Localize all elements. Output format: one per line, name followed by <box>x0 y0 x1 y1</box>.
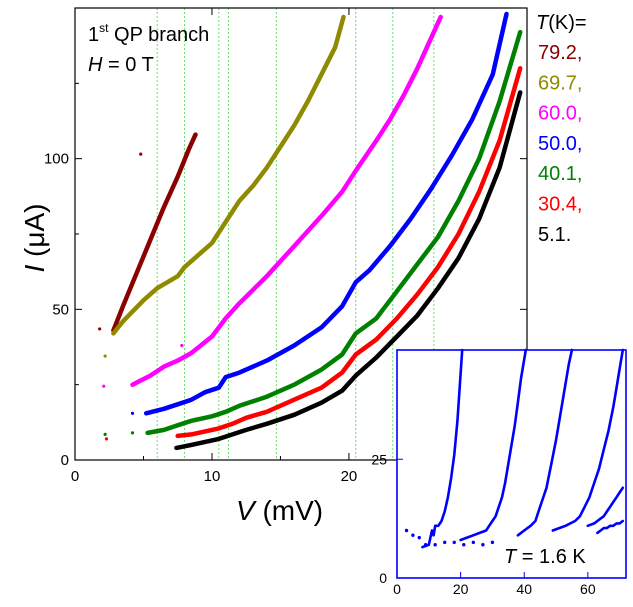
legend-entries: 79.2, 69.7, 60.0, 50.0, 40.1, 30.4, 5.1. <box>538 42 582 246</box>
inset-floor-point <box>443 540 447 545</box>
series-line-5 <box>175 66 523 439</box>
x-tick-label: 10 <box>204 468 221 485</box>
x-tick-label: 20 <box>341 468 358 485</box>
inset-branch-4 <box>586 486 625 528</box>
x-tick-label: 0 <box>71 468 79 485</box>
series-line-4 <box>145 29 523 436</box>
series-line-3 <box>143 11 509 416</box>
series-stray-point <box>103 432 107 436</box>
inset-x-tick-label: 60 <box>580 581 596 597</box>
inset-temperature-label: T = 1.6 K <box>504 546 586 568</box>
inset-y-tick-label: 0 <box>379 570 387 586</box>
inset-floor-point <box>490 540 495 545</box>
inset-plot: 0 20 40 60 0 25 T = 1.6 K <box>371 348 627 597</box>
legend-entry-6: 5.1. <box>538 224 571 246</box>
inset-x-tick-label: 0 <box>393 581 401 597</box>
inset-branch-5 <box>596 519 625 535</box>
inset-floor-point <box>417 535 421 540</box>
inset-frame <box>396 349 627 579</box>
inset-floor-point <box>452 540 456 545</box>
main-series <box>98 11 523 451</box>
inset-branch-1 <box>459 348 528 542</box>
inset-ticks: 0 20 40 60 0 25 <box>371 451 595 597</box>
y-tick-label: 0 <box>61 452 69 469</box>
inset-label-background <box>500 538 622 570</box>
legend-entry-0: 79.2, <box>538 42 582 64</box>
legend-entry-1: 69.7, <box>538 72 582 94</box>
y-axis-label: I (μA) <box>19 203 50 272</box>
series-stray-point <box>102 384 106 388</box>
inset-floor-point <box>471 540 476 545</box>
series-stray-point <box>130 411 135 415</box>
inset-floor-point <box>404 528 409 533</box>
legend-entry-4: 40.1, <box>538 163 582 185</box>
series-stray-point <box>139 152 143 156</box>
legend-entry-5: 30.4, <box>538 194 582 216</box>
legend-entry-3: 50.0, <box>538 133 582 155</box>
series-stray-point <box>180 343 184 348</box>
series-line-6 <box>174 90 523 451</box>
inset-floor-point <box>433 543 437 547</box>
series-stray-point <box>103 354 107 358</box>
y-tick-label: 100 <box>44 151 69 168</box>
inset-floor-point <box>481 543 485 547</box>
x-axis-label: V (mV) <box>236 495 323 526</box>
series-stray-point <box>98 327 102 331</box>
branch-annotation-sup: st <box>99 21 109 35</box>
series-line-0 <box>111 132 198 333</box>
legend-title: T(K)= <box>536 12 587 34</box>
inset-x-tick-label: 20 <box>453 581 469 597</box>
series-line-1 <box>111 14 346 336</box>
branch-annotation-line1: 1st QP branch <box>88 21 209 46</box>
dip-lines <box>156 8 435 460</box>
inset-branch-2 <box>516 348 574 537</box>
inset-x-tick-label: 40 <box>516 581 532 597</box>
y-tick-label: 50 <box>52 301 69 318</box>
series-stray-point <box>130 431 135 435</box>
legend-entry-2: 60.0, <box>538 103 582 125</box>
series-stray-point <box>104 437 109 441</box>
inset-branch-3 <box>551 348 625 532</box>
field-annotation: H = 0 T <box>88 54 154 76</box>
inset-y-tick-label: 25 <box>371 451 387 467</box>
temperature-legend: T(K)= 79.2, 69.7, 60.0, 50.0, 40.1, 30.4, 5.1. <box>536 12 587 246</box>
inset-series <box>404 348 625 549</box>
main-ticks: 0 10 20 0 50 100 <box>44 8 527 485</box>
inset-branch-0 <box>421 348 464 549</box>
series-line-2 <box>130 14 443 387</box>
inset-floor-point <box>462 543 466 547</box>
inset-floor-point <box>411 533 415 537</box>
